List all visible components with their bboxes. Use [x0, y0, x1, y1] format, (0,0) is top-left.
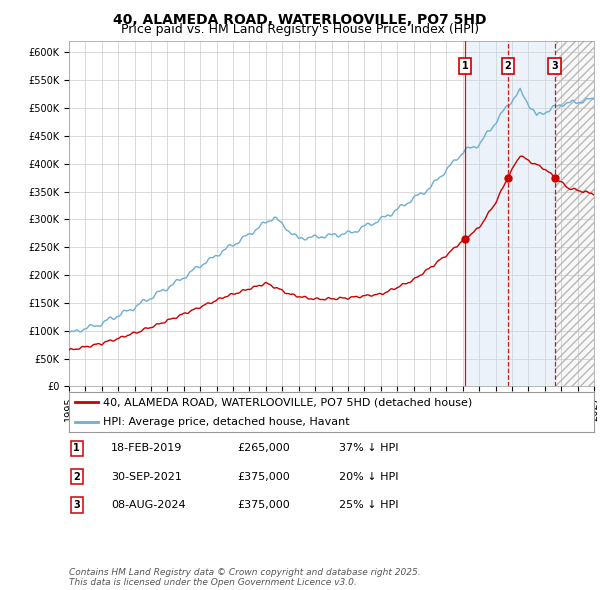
Text: £265,000: £265,000: [237, 444, 290, 453]
Bar: [554, 41, 600, 386]
Text: 20% ↓ HPI: 20% ↓ HPI: [339, 472, 398, 481]
Bar: [554, 41, 600, 386]
Text: £375,000: £375,000: [237, 472, 290, 481]
Text: 2: 2: [505, 61, 511, 71]
Text: Price paid vs. HM Land Registry's House Price Index (HPI): Price paid vs. HM Land Registry's House …: [121, 23, 479, 36]
Text: Contains HM Land Registry data © Crown copyright and database right 2025.
This d: Contains HM Land Registry data © Crown c…: [69, 568, 421, 587]
Text: HPI: Average price, detached house, Havant: HPI: Average price, detached house, Hava…: [103, 418, 350, 427]
Text: 25% ↓ HPI: 25% ↓ HPI: [339, 500, 398, 510]
Text: 1: 1: [461, 61, 468, 71]
Text: 1: 1: [73, 444, 80, 453]
Text: 3: 3: [73, 500, 80, 510]
Bar: [465, 41, 554, 386]
Text: 30-SEP-2021: 30-SEP-2021: [111, 472, 182, 481]
Text: 40, ALAMEDA ROAD, WATERLOOVILLE, PO7 5HD: 40, ALAMEDA ROAD, WATERLOOVILLE, PO7 5HD: [113, 13, 487, 27]
Text: 37% ↓ HPI: 37% ↓ HPI: [339, 444, 398, 453]
Text: £375,000: £375,000: [237, 500, 290, 510]
Text: 08-AUG-2024: 08-AUG-2024: [111, 500, 185, 510]
Text: 40, ALAMEDA ROAD, WATERLOOVILLE, PO7 5HD (detached house): 40, ALAMEDA ROAD, WATERLOOVILLE, PO7 5HD…: [103, 398, 472, 407]
Text: 18-FEB-2019: 18-FEB-2019: [111, 444, 182, 453]
Text: 2: 2: [73, 472, 80, 481]
Text: 3: 3: [551, 61, 558, 71]
